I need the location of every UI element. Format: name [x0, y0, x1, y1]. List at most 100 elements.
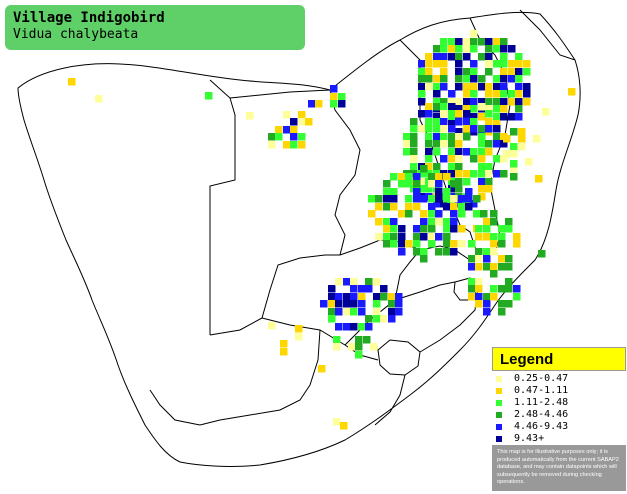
grid-cell [433, 200, 441, 208]
grid-cell [410, 155, 418, 163]
grid-cell [418, 75, 426, 83]
grid-cell [485, 60, 493, 68]
grid-cell [383, 218, 391, 226]
grid-cell [485, 53, 493, 61]
grid-cell [328, 285, 336, 293]
grid-cell [420, 218, 428, 226]
grid-cell [390, 173, 398, 181]
lesotho-border [377, 339, 421, 376]
grid-cell [478, 103, 486, 111]
grid-cell [455, 38, 463, 46]
grid-cell [485, 45, 493, 53]
grid-cell [470, 45, 478, 53]
grid-cell [478, 38, 486, 46]
grid-cell [425, 148, 433, 156]
grid-cell [478, 83, 486, 91]
grid-cell [473, 210, 481, 218]
grid-cell [463, 45, 471, 53]
grid-cell [440, 68, 448, 76]
grid-cell [493, 155, 501, 163]
grid-cell [443, 173, 451, 181]
grid-cell [500, 113, 508, 121]
grid-cell [405, 195, 413, 203]
grid-cell [515, 98, 523, 106]
grid-cell [413, 188, 421, 196]
grid-cell [470, 170, 478, 178]
grid-cell [440, 38, 448, 46]
grid-cell [433, 133, 441, 141]
grid-cell [350, 308, 358, 316]
grid-cell [383, 240, 391, 248]
grid-cell [433, 125, 441, 133]
grid-cell [475, 278, 483, 286]
grid-cell [568, 88, 576, 96]
grid-cell [485, 68, 493, 76]
grid-cell [518, 135, 526, 143]
grid-cell [283, 111, 291, 119]
grid-cell [420, 255, 428, 263]
grid-cell [290, 133, 298, 141]
grid-cell [483, 308, 491, 316]
grid-cell [448, 45, 456, 53]
grid-cell [478, 163, 486, 171]
sighting-grid-cells [68, 30, 576, 430]
grid-cell [405, 240, 413, 248]
grid-cell [380, 315, 388, 323]
grid-cell [483, 218, 491, 226]
grid-cell [535, 175, 543, 183]
grid-cell [405, 180, 413, 188]
grid-cell [380, 285, 388, 293]
grid-cell [463, 90, 471, 98]
grid-cell [493, 120, 501, 128]
grid-cell [335, 278, 343, 286]
grid-cell [523, 98, 531, 106]
grid-cell [490, 270, 498, 278]
grid-cell [510, 160, 518, 168]
grid-cell [350, 293, 358, 301]
grid-cell [478, 98, 486, 106]
grid-cell [318, 365, 326, 373]
province-border-7 [149, 389, 201, 426]
grid-cell [455, 155, 463, 163]
grid-cell [410, 148, 418, 156]
legend-title: Legend [500, 351, 554, 368]
grid-cell [433, 118, 441, 126]
grid-cell [485, 38, 493, 46]
grid-cell [483, 300, 491, 308]
grid-cell [298, 133, 306, 141]
grid-cell [440, 103, 448, 111]
grid-cell [425, 125, 433, 133]
grid-cell [510, 128, 518, 136]
grid-cell [443, 218, 451, 226]
grid-cell [418, 110, 426, 118]
grid-cell [505, 278, 513, 286]
grid-cell [465, 203, 473, 211]
grid-cell [455, 98, 463, 106]
grid-cell [518, 143, 526, 151]
legend-items: 0.25-0.47 0.47-1.11 1.11-2.48 2.48-4.46 … [492, 373, 626, 445]
grid-cell [383, 233, 391, 241]
grid-cell [358, 323, 366, 331]
grid-cell [500, 140, 508, 148]
grid-cell [468, 293, 476, 301]
grid-cell [455, 110, 463, 118]
grid-cell [455, 170, 463, 178]
grid-cell [425, 75, 433, 83]
grid-cell [485, 110, 493, 118]
grid-cell [268, 322, 276, 330]
grid-cell [485, 163, 493, 171]
grid-cell [375, 218, 383, 226]
grid-cell [448, 125, 456, 133]
grid-cell [333, 343, 341, 351]
grid-cell [365, 323, 373, 331]
grid-cell [343, 293, 351, 301]
grid-cell [450, 203, 458, 211]
grid-cell [468, 240, 476, 248]
grid-cell [448, 148, 456, 156]
grid-cell [478, 75, 486, 83]
grid-cell [68, 78, 76, 86]
grid-cell [343, 308, 351, 316]
grid-cell [493, 105, 501, 113]
grid-cell [440, 155, 448, 163]
grid-cell [283, 126, 291, 134]
